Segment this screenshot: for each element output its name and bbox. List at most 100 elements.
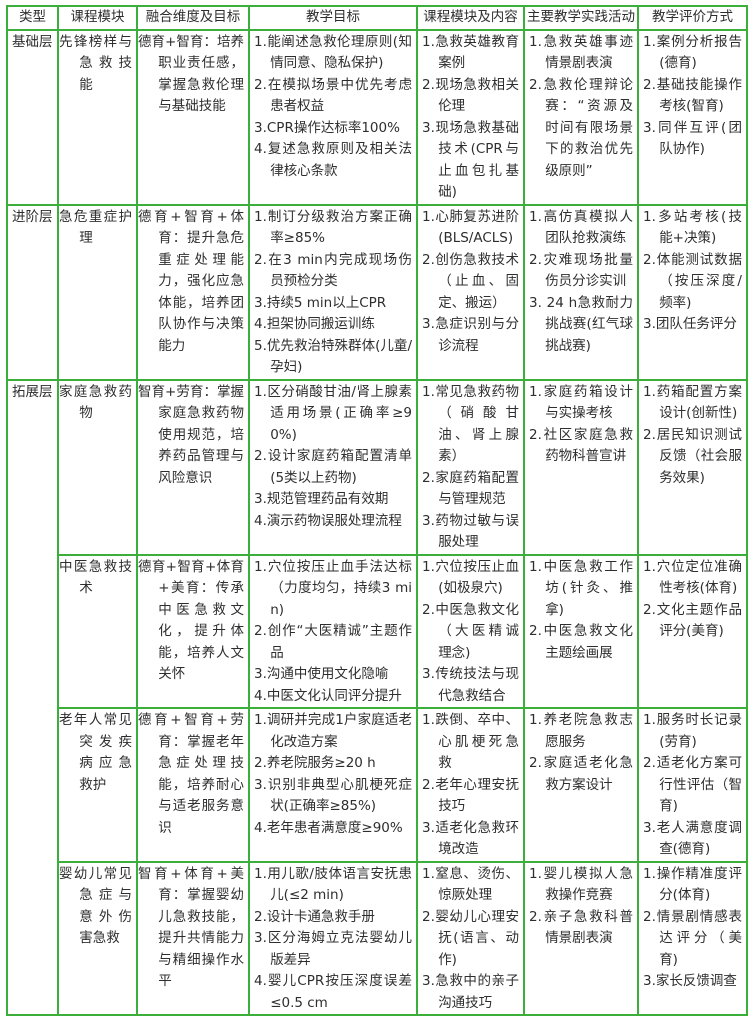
goals-cell: 德育+智育+体育：提升急危重症处理能力，强化应急体能，培养团队协作与决策能力 [136,203,250,381]
evaluation-item: 2.文化主题作品评分(美育) [643,601,742,640]
evaluation-item: 1.药箱配置方案设计(创新性) [643,383,742,422]
category-label: 拓展层 [12,383,53,400]
objectives-cell: 1.能阐述急救伦理原则(知情同意、隐私保护) 2.在模拟场景中优先考虑患者权益 3.… [248,28,418,206]
activities-item: 2.灾难现场批量伤员分诊实训 [529,251,633,290]
evaluation-item: 2.适老化方案可行性评估（智育) [643,755,742,814]
activities-item: 2.社区家庭急救药物科普宣讲 [529,426,633,465]
contents-cell: 1.穴位按压止血(如极泉穴) 2.中医急救文化（大医精诚理念) 3.传统技法与现代急… [416,553,525,709]
evaluation-cell: 1.服务时长记录(劳育) 2.适老化方案可行性评估（智育) 3.老人满意度调查(德育… [637,707,748,863]
module-cell: 中医急救技术 [57,553,138,709]
table-row: 进阶层 急危重症护理 德育+智育+体育：提升急危重症处理能力，强化应急体能，培养团队… [6,203,748,381]
activities-item: 1.养老院急救志愿服务 [529,712,633,750]
table-row: 婴幼儿常见急症与意外伤害急救 智育+体育+美育：掌握婴幼儿急救技能，提升共情能力与… [7,860,748,1016]
activities-item: 1.急救英雄事迹情景剧表演 [529,33,633,72]
objectives-item: 2.养老院服务≥20 h [254,755,376,771]
evaluation-item: 3.同伴互评(团队协作) [643,119,742,158]
goals-cell: 智育+劳育：掌握家庭急救药物使用规范，培养药品管理与风险意识 [136,378,250,556]
header-contents: 课程模块及内容 [416,5,525,31]
contents-item: 2.婴幼儿心理安抚(语言、动作) [422,908,519,968]
header-category: 类型 [6,5,59,31]
objectives-item: 5.优先救治特殊群体(儿童/孕妇) [254,337,412,376]
evaluation-item: 2.居民知识测试反馈（社会服务效果) [643,426,742,486]
objectives-item: 4.老年患者满意度≥90% [254,819,403,836]
contents-item: 1.心肺复苏进阶(BLS/ACLS) [422,208,519,247]
objectives-item: 4.演示药物误服处理流程 [254,512,402,529]
objectives-item: 4.担架协同搬运训练 [254,316,375,332]
activities-cell: 1.养老院急救志愿服务 2.家庭适老化急救方案设计 [523,707,639,863]
goals-cell: 德育+智育+劳育：掌握老年急症处理技能，培养耐心与适老服务意识 [136,707,250,863]
activities-item: 2.急救伦理辩论赛：“资源及时间有限场景下的救治优先级原则” [529,76,633,179]
evaluation-item: 3.老人满意度调查(德育) [643,819,742,858]
table-row: 拓展层 家庭急救药物 智育+劳育：掌握家庭急救药物使用规范，培养药品管理与风险意识 1… [6,378,748,1016]
category-cell: 基础层 [6,28,59,206]
objectives-cell: 1.用儿歌/肢体语言安抚患儿(≤2 min) 2.设计卡通急救手册 3.区分海姆立克… [248,860,418,1016]
objectives-item: 2.在模拟场景中优先考虑患者权益 [254,76,412,115]
activities-item: 1.中医急救工作坊(针灸、推拿) [529,558,633,618]
category-label: 基础层 [12,33,53,50]
contents-item: 2.创伤急救技术（止血、固定、搬运） [422,251,519,311]
contents-cell: 1.跌倒、卒中、心肌梗死急救 2.老年心理安抚技巧 3.适老化急救环境改造 [416,707,525,863]
contents-item: 2.现场急救相关伦理 [422,76,519,115]
header-module: 课程模块 [57,5,138,31]
header-goals: 融合维度及目标 [136,5,250,31]
evaluation-item: 2.基础技能操作考核(智育) [643,76,742,115]
goals-cell: 智育+体育+美育：掌握婴幼儿急救技能，提升共情能力与精细操作水平 [136,860,250,1016]
objectives-item: 4.中医文化认同评分提升 [254,687,402,704]
objectives-cell: 1.调研并完成1户家庭适老化改造方案 2.养老院服务≥20 h 3.识别非典型心肌梗… [248,707,418,863]
activities-item: 1.家庭药箱设计与实操考核 [529,383,633,422]
contents-cell: 1.常见急救药物（硝酸甘油、肾上腺素） 2.家庭药箱配置与管理规范 3.药物过敏与误… [416,378,525,556]
module-cell: 家庭急救药物 [57,378,138,556]
objectives-item: 3.规范管理药品有效期 [254,491,389,507]
category-label: 进阶层 [12,208,53,225]
contents-item: 1.穴位按压止血(如极泉穴) [422,558,519,597]
objectives-item: 1.制订分级救治方案正确率≥85% [254,208,412,247]
table-row: 中医急救技术 德育+智育+体育+美育：传承中医急救文化，提升体能，培养人文关怀 1.… [7,553,748,709]
objectives-item: 2.在3 min内完成现场伤员预检分类 [254,251,412,290]
contents-item: 3.急症识别与分诊流程 [422,316,519,354]
contents-item: 2.家庭药箱配置与管理规范 [422,469,519,508]
evaluation-item: 2.体能测试数据（按压深度/频率) [643,251,742,311]
module-cell: 老年人常见突发疾病应急救护 [57,707,138,863]
objectives-cell: 1.穴位按压止血手法达标（力度均匀，持续3 min) 2.创作“大医精诚”主题作品… [248,553,418,709]
activities-cell: 1.高仿真模拟人团队抢救演练 2.灾难现场批量伤员分诊实训 3. 24 h急救耐力挑… [523,203,639,381]
objectives-item: 2.设计卡通急救手册 [254,908,375,925]
contents-item: 3.传统技法与现代急救结合 [422,666,519,704]
activities-item: 3. 24 h急救耐力挑战赛(红气球挑战赛) [529,294,633,354]
objectives-item: 1.调研并完成1户家庭适老化改造方案 [254,712,412,750]
contents-item: 1.跌倒、卒中、心肌梗死急救 [422,712,519,771]
module-cell: 急危重症护理 [57,203,138,381]
objectives-cell: 1.制订分级救治方案正确率≥85% 2.在3 min内完成现场伤员预检分类 3.持续… [248,203,418,381]
objectives-item: 1.能阐述急救伦理原则(知情同意、隐私保护) [254,33,412,72]
module-cell: 先锋榜样与急救技能 [57,28,138,206]
activities-cell: 1.家庭药箱设计与实操考核 2.社区家庭急救药物科普宣讲 [523,378,639,556]
contents-item: 2.中医急救文化（大医精诚理念) [422,601,519,661]
header-activities: 主要教学实践活动 [523,5,639,31]
evaluation-item: 1.多站考核(技能+决策) [643,208,742,247]
objectives-item: 2.设计家庭药箱配置清单(5类以上药物) [254,448,412,486]
evaluation-cell: 1.穴位定位准确性考核(体育) 2.文化主题作品评分(美育) [637,553,748,709]
contents-cell: 1.急救英雄教育案例 2.现场急救相关伦理 3.现场急救基础技术(CPR与止血包扎基… [416,28,525,206]
contents-item: 1.窒息、烫伤、惊厥处理 [422,865,519,904]
objectives-item: 3.沟通中使用文化隐喻 [254,666,389,682]
objectives-item: 3.识别非典型心肌梗死症状(正确率≥85%) [254,776,412,815]
curriculum-table: 类型 课程模块 融合维度及目标 教学目标 课程模块及内容 主要教学实践活动 教学… [6,5,748,1016]
contents-item: 1.常见急救药物（硝酸甘油、肾上腺素） [422,383,519,465]
objectives-item: 2.创作“大医精诚”主题作品 [254,623,412,661]
objectives-item: 3.区分海姆立克法婴幼儿版差异 [254,930,412,968]
objectives-item: 3.持续5 min以上CPR [254,294,387,311]
activities-item: 2.亲子急救科普情景剧表演 [529,908,633,947]
activities-item: 2.家庭适老化急救方案设计 [529,755,633,793]
activities-item: 1.高仿真模拟人团队抢救演练 [529,208,633,247]
category-cell: 进阶层 [6,203,59,381]
activities-item: 2.中医急救文化主题绘画展 [529,623,633,661]
contents-item: 2.老年心理安抚技巧 [422,776,519,815]
objectives-cell: 1.区分硝酸甘油/肾上腺素适用场景(正确率≥90%) 2.设计家庭药箱配置清单(5… [248,378,418,556]
evaluation-cell: 1.操作精准度评分(体育) 2.情景剧情感表达评分（美育) 3.家长反馈调查 [637,860,748,1016]
evaluation-cell: 1.药箱配置方案设计(创新性) 2.居民知识测试反馈（社会服务效果) [637,378,748,556]
module-cell: 婴幼儿常见急症与意外伤害急救 [57,860,138,1016]
evaluation-item: 3.团队任务评分 [643,316,737,332]
objectives-item: 4.婴儿CPR按压深度误差≤0.5 cm [254,973,412,1011]
header-row: 类型 课程模块 融合维度及目标 教学目标 课程模块及内容 主要教学实践活动 教学… [6,5,748,31]
evaluation-item: 1.操作精准度评分(体育) [643,865,742,904]
evaluation-item: 2.情景剧情感表达评分（美育) [643,908,742,968]
